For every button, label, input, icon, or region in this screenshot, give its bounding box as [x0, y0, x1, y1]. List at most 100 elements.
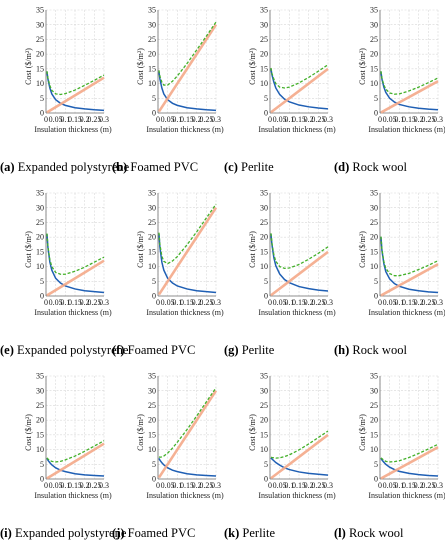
series-line-total: [46, 440, 105, 463]
x-tick-label: 0.05: [383, 481, 397, 490]
series-line-energy: [270, 68, 329, 110]
y-tick-label: 10: [260, 79, 268, 88]
y-tick-label: 15: [36, 430, 44, 439]
x-tick-label: 0.05: [49, 298, 63, 307]
y-tick-label: 10: [370, 262, 378, 271]
x-axis-label: Insulation thickness (m): [34, 308, 112, 317]
x-axis-label: Insulation thickness (m): [146, 308, 224, 317]
caption-text: Foamed PVC: [127, 343, 196, 357]
y-tick-label: 15: [370, 64, 378, 73]
y-tick-label: 30: [370, 20, 378, 29]
x-tick-label: 0.3: [323, 481, 333, 490]
x-tick-label: 0.25: [311, 115, 325, 124]
y-tick-label: 35: [36, 6, 44, 15]
y-tick-label: 10: [36, 79, 44, 88]
series-line-insulation: [157, 389, 218, 479]
x-tick-label: 0.1: [284, 481, 294, 490]
x-tick-label: 0.2: [304, 298, 314, 307]
x-tick-label: 0.2: [192, 115, 202, 124]
x-tick-label: 0.15: [402, 481, 416, 490]
series-line-insulation: [46, 442, 105, 480]
caption-text: Rock wool: [348, 526, 404, 540]
caption-letter: (k): [224, 526, 240, 540]
x-tick-label: 0.3: [433, 298, 443, 307]
y-tick-label: 10: [370, 79, 378, 88]
y-tick-label: 0: [40, 109, 44, 118]
y-tick-label: 5: [152, 277, 156, 286]
x-tick-label: 0.25: [311, 481, 325, 490]
y-tick-label: 15: [36, 64, 44, 73]
x-tick-label: 0.15: [292, 481, 306, 490]
chart-panel-f: 0 5 10 15 20 25 30 35 0 0.05 0.1 0.15 0.2 0.25 0.3 Insu…: [112, 183, 224, 363]
caption-letter: (c): [224, 160, 238, 174]
series-line-total: [46, 71, 105, 96]
caption-letter: (b): [112, 160, 128, 174]
x-tick-label: 0.25: [421, 115, 435, 124]
y-axis-label: Cost ($/m²): [358, 414, 367, 451]
y-tick-label: 15: [148, 247, 156, 256]
x-tick-label: 0.05: [161, 481, 175, 490]
x-axis-label: Insulation thickness (m): [146, 491, 224, 500]
series-line-insulation: [380, 80, 439, 114]
series-line-energy: [46, 234, 105, 294]
x-tick-label: 0: [44, 115, 48, 124]
series-line-energy: [380, 237, 439, 294]
x-tick-label: 0.1: [284, 298, 294, 307]
y-tick-label: 20: [36, 416, 44, 425]
x-tick-label: 0: [156, 115, 160, 124]
x-tick-label: 0.1: [394, 481, 404, 490]
x-tick-label: 0.15: [292, 115, 306, 124]
y-tick-label: 0: [264, 109, 268, 118]
y-tick-label: 0: [264, 475, 268, 484]
x-tick-label: 0.15: [180, 481, 194, 490]
y-axis-label: Cost ($/m²): [248, 231, 257, 268]
series-line-total: [158, 387, 217, 458]
x-axis-label: Insulation thickness (m): [368, 125, 445, 134]
y-tick-label: 5: [374, 460, 378, 469]
x-tick-label: 0.1: [284, 115, 294, 124]
series-line-energy: [158, 458, 217, 477]
x-tick-label: 0.25: [421, 298, 435, 307]
y-tick-label: 5: [264, 277, 268, 286]
y-tick-label: 20: [148, 233, 156, 242]
y-tick-label: 35: [148, 189, 156, 198]
panel-caption: (h) Rock wool: [334, 343, 445, 357]
x-tick-label: 0.2: [414, 115, 424, 124]
y-tick-label: 25: [370, 401, 378, 410]
y-tick-label: 0: [152, 292, 156, 301]
y-tick-label: 35: [260, 6, 268, 15]
y-tick-label: 15: [260, 64, 268, 73]
y-tick-label: 30: [148, 386, 156, 395]
x-tick-label: 0: [378, 481, 382, 490]
x-tick-label: 0: [156, 481, 160, 490]
x-tick-label: 0.3: [323, 115, 333, 124]
chart-panel-g: 0 5 10 15 20 25 30 35 0 0.05 0.1 0.15 0.2 0.25 0.3 Insu…: [224, 183, 336, 363]
caption-text: Foamed PVC: [130, 160, 199, 174]
x-tick-label: 0.15: [180, 115, 194, 124]
x-tick-label: 0.25: [199, 115, 213, 124]
x-tick-label: 0.1: [60, 115, 70, 124]
y-tick-label: 35: [36, 372, 44, 381]
y-tick-label: 10: [36, 262, 44, 271]
y-tick-label: 35: [36, 189, 44, 198]
x-tick-label: 0.05: [383, 115, 397, 124]
y-axis-label: Cost ($/m²): [24, 48, 33, 85]
y-tick-label: 20: [370, 50, 378, 59]
chart-panel-c: 0 5 10 15 20 25 30 35 0 0.05 0.1 0.15 0.2 0.25 0.3 Insu…: [224, 0, 336, 180]
y-tick-label: 5: [264, 94, 268, 103]
chart-panel-l: 0 5 10 15 20 25 30 35 0 0.05 0.1 0.15 0.2 0.25 0.3 Insu…: [334, 366, 445, 546]
y-tick-label: 15: [148, 64, 156, 73]
x-tick-label: 0.1: [172, 298, 182, 307]
y-tick-label: 25: [260, 401, 268, 410]
y-tick-label: 5: [374, 277, 378, 286]
y-tick-label: 15: [260, 247, 268, 256]
series-line-total: [380, 443, 439, 463]
y-tick-label: 20: [36, 233, 44, 242]
y-tick-label: 5: [40, 460, 44, 469]
x-tick-label: 0.15: [68, 481, 82, 490]
